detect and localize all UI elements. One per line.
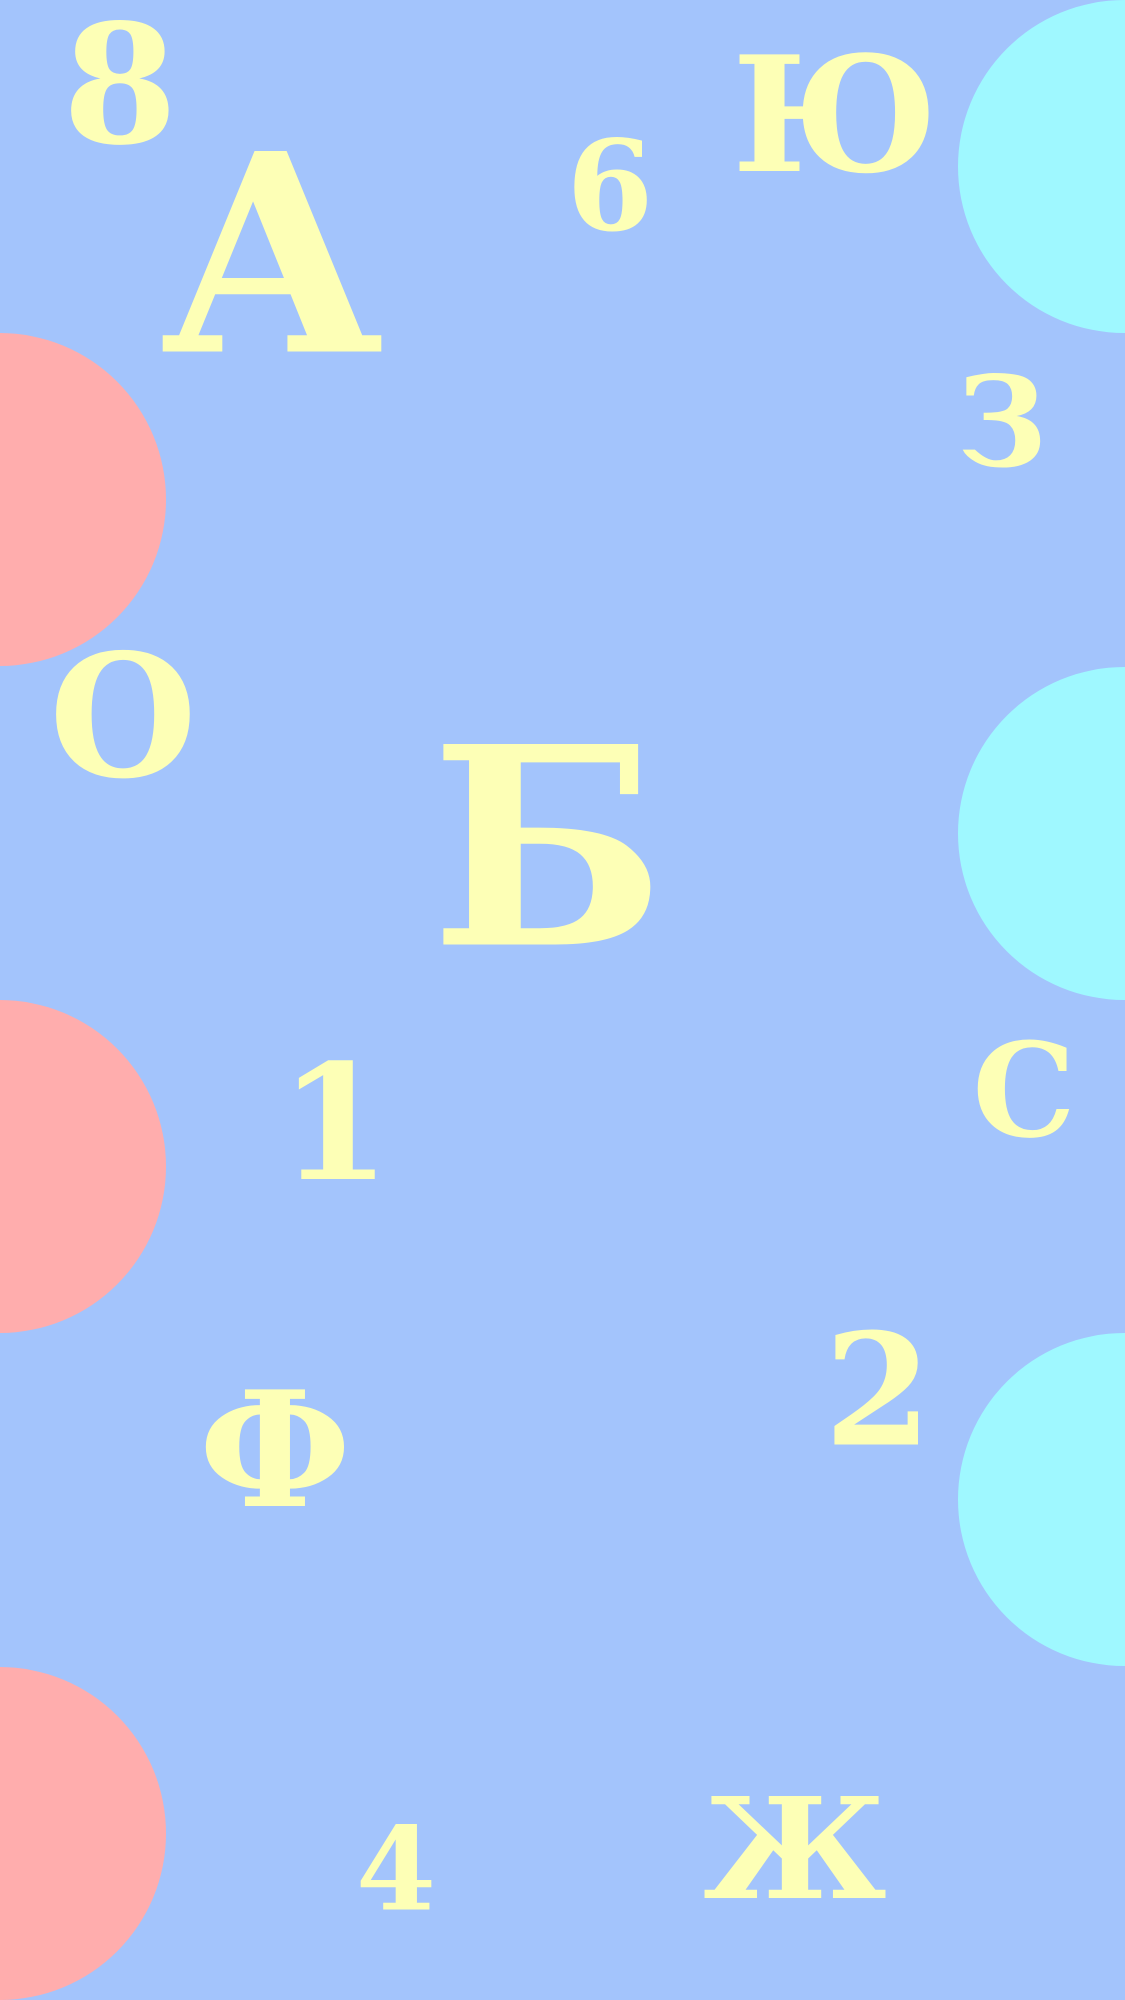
left-pink-circle [0, 1667, 166, 2000]
glyph-tile-es[interactable]: С [972, 1014, 1076, 1167]
glyph-tile-2[interactable]: 2 [824, 1298, 932, 1482]
glyph-tile-yu[interactable]: Ю [732, 21, 938, 209]
glyph-tile-4[interactable]: 4 [355, 1802, 437, 1938]
glyph-tile-o[interactable]: О [48, 617, 198, 817]
glyph-tile-zhe[interactable]: Ж [703, 1768, 887, 1932]
glyph-tile-1[interactable]: 1 [279, 1029, 391, 1217]
glyph-tile-be[interactable]: Б [430, 686, 666, 1010]
glyph-tile-ef[interactable]: Ф [199, 1356, 351, 1544]
glyph-tile-a[interactable]: А [160, 93, 384, 417]
right-cyan-circle [958, 1333, 1125, 1666]
right-cyan-circle [958, 0, 1125, 333]
glyph-tile-ze[interactable]: З [956, 349, 1048, 496]
glyph-tile-6[interactable]: 6 [566, 113, 654, 260]
right-cyan-circle [958, 667, 1125, 1000]
glyph-tile-8[interactable]: 8 [62, 0, 178, 182]
left-pink-circle [0, 1000, 166, 1333]
